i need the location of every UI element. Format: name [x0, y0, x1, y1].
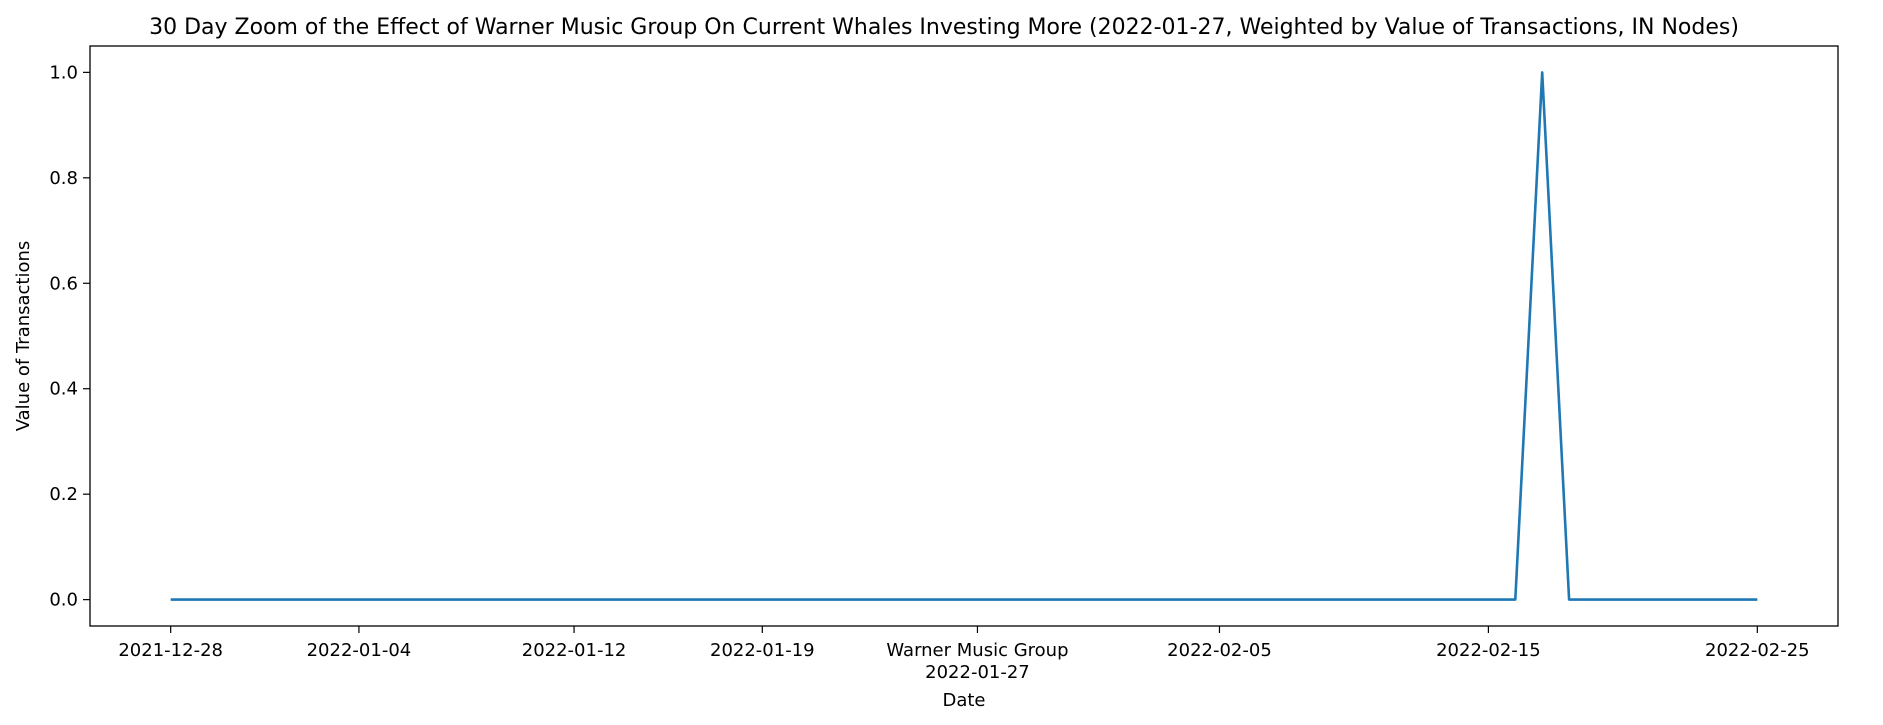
- y-axis-label: Value of Transactions: [13, 241, 34, 432]
- x-tick-label: 2022-02-05: [1167, 640, 1272, 661]
- chart-title: 30 Day Zoom of the Effect of Warner Musi…: [149, 15, 1739, 40]
- y-axis-ticks: 0.0 0.2 0.4 0.6 0.8 1.0: [49, 62, 90, 611]
- x-axis-label: Date: [942, 690, 985, 711]
- x-tick-label: 2022-01-12: [522, 640, 627, 661]
- x-tick-label: Warner Music Group: [886, 640, 1068, 661]
- x-tick-label: 2022-02-25: [1705, 640, 1810, 661]
- y-tick-label: 0.4: [49, 379, 78, 400]
- series-line: [170, 71, 1758, 601]
- series-layer: [170, 71, 1758, 601]
- plot-frame: [89, 45, 1839, 627]
- x-tick-label: 2022-01-27: [925, 662, 1030, 683]
- x-axis-ticks: 2021-12-28 2022-01-04 2022-01-12 2022-01-19…: [118, 626, 1810, 683]
- x-tick-label: 2022-01-19: [710, 640, 815, 661]
- y-tick-label: 0.8: [49, 168, 78, 189]
- y-tick-label: 1.0: [49, 62, 78, 83]
- y-tick-label: 0.2: [49, 484, 78, 505]
- x-tick-label: 2021-12-28: [118, 640, 223, 661]
- y-tick-label: 0.0: [49, 590, 78, 611]
- x-tick-label: 2022-02-15: [1436, 640, 1541, 661]
- y-tick-label: 0.6: [49, 273, 78, 294]
- x-tick-label: 2022-01-04: [307, 640, 412, 661]
